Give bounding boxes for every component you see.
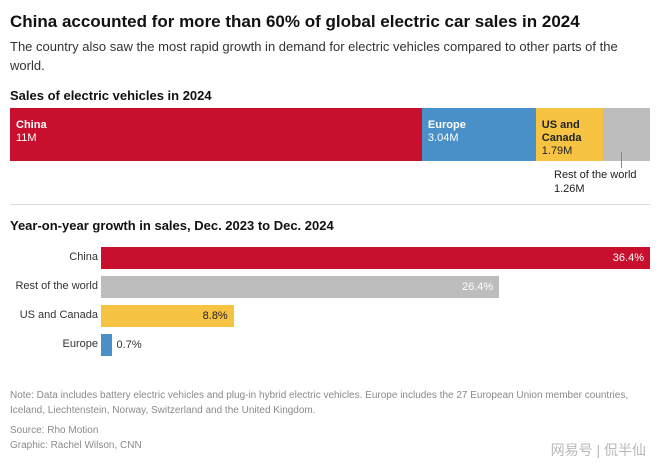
watermark: 网易号 | 侃半仙 xyxy=(550,442,646,458)
growth-bar-europe xyxy=(101,334,112,356)
chart-credit: Graphic: Rachel Wilson, CNN xyxy=(10,440,142,451)
sales-label-us-canada: US and Canada xyxy=(541,119,582,144)
growth-bar-china xyxy=(101,247,650,269)
sales-segment-us-canada: US and Canada 1.79M xyxy=(535,108,603,161)
growth-label-rest-of-world: Rest of the world xyxy=(15,280,98,292)
sales-label-china: China xyxy=(16,119,47,131)
growth-value-rest-of-world: 26.4% xyxy=(461,281,494,293)
rest-of-world-leader-line xyxy=(621,152,622,168)
growth-value-china: 36.4% xyxy=(612,252,644,264)
sales-value-china: 11M xyxy=(16,132,37,144)
chart-notes: Note: Data includes battery electric veh… xyxy=(10,390,629,416)
sales-segment-europe: Europe 3.04M xyxy=(421,108,536,161)
sales-segment-rest-of-world xyxy=(602,108,650,161)
sales-value-rest-of-world: 1.26M xyxy=(554,183,585,195)
growth-bar-us-canada xyxy=(101,305,234,327)
sales-section-title: Sales of electric vehicles in 2024 xyxy=(10,88,212,103)
growth-section-title: Year-on-year growth in sales, Dec. 2023 … xyxy=(10,218,334,233)
sales-value-europe: 3.04M xyxy=(427,132,459,144)
growth-label-us-canada: US and Canada xyxy=(19,309,98,321)
sales-stacked-bar: China 11M Europe 3.04M US and Canada 1.7… xyxy=(10,108,650,161)
chart-source: Source: Rho Motion xyxy=(10,425,99,436)
sales-segment-china: China 11M xyxy=(10,108,422,161)
sales-annotation-rest-of-world: Rest of the world 1.26M xyxy=(554,168,637,196)
sales-label-rest-of-world: Rest of the world xyxy=(554,169,637,181)
chart-subtitle: The country also saw the most rapid grow… xyxy=(10,39,618,73)
sales-label-europe: Europe xyxy=(427,119,466,131)
sales-value-us-canada: 1.79M xyxy=(541,145,573,157)
chart-title: China accounted for more than 60% of glo… xyxy=(10,12,580,31)
section-divider xyxy=(10,204,650,205)
growth-value-us-canada: 8.8% xyxy=(202,310,228,322)
growth-bar-rest-of-world xyxy=(101,276,500,298)
growth-label-china: China xyxy=(69,251,98,263)
growth-value-europe: 0.7% xyxy=(116,339,142,351)
growth-label-europe: Europe xyxy=(62,338,98,350)
